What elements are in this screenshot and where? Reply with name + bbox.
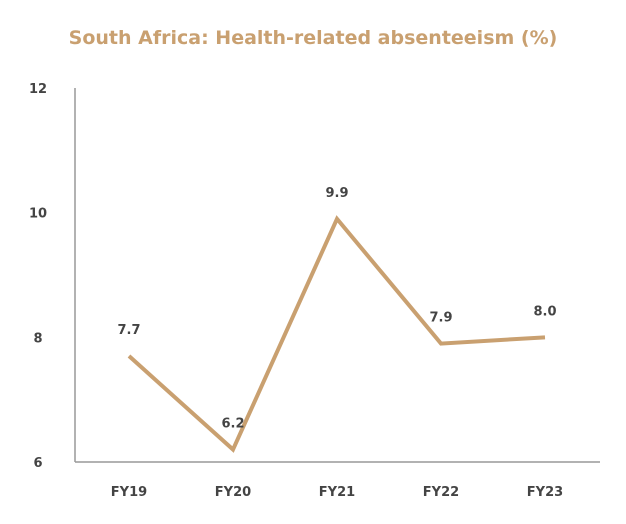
chart-title: South Africa: Health-related absenteeism… [68, 27, 558, 49]
y-tick-label: 8 [33, 331, 42, 346]
series-line [127, 215, 546, 453]
data-label: 7.9 [429, 311, 452, 326]
data-label: 6.2 [221, 417, 244, 432]
y-tick-label: 6 [33, 456, 42, 471]
y-tick-label: 12 [29, 82, 47, 97]
x-tick-label: FY22 [423, 485, 459, 500]
data-label: 8.0 [533, 304, 556, 319]
data-label: 7.7 [117, 323, 140, 338]
x-tick-label: FY19 [111, 485, 147, 500]
data-label: 9.9 [325, 186, 348, 201]
x-tick-label: FY21 [319, 485, 355, 500]
x-tick-label: FY23 [527, 485, 563, 500]
y-tick-label: 10 [29, 207, 47, 222]
x-tick-label: FY20 [215, 485, 251, 500]
